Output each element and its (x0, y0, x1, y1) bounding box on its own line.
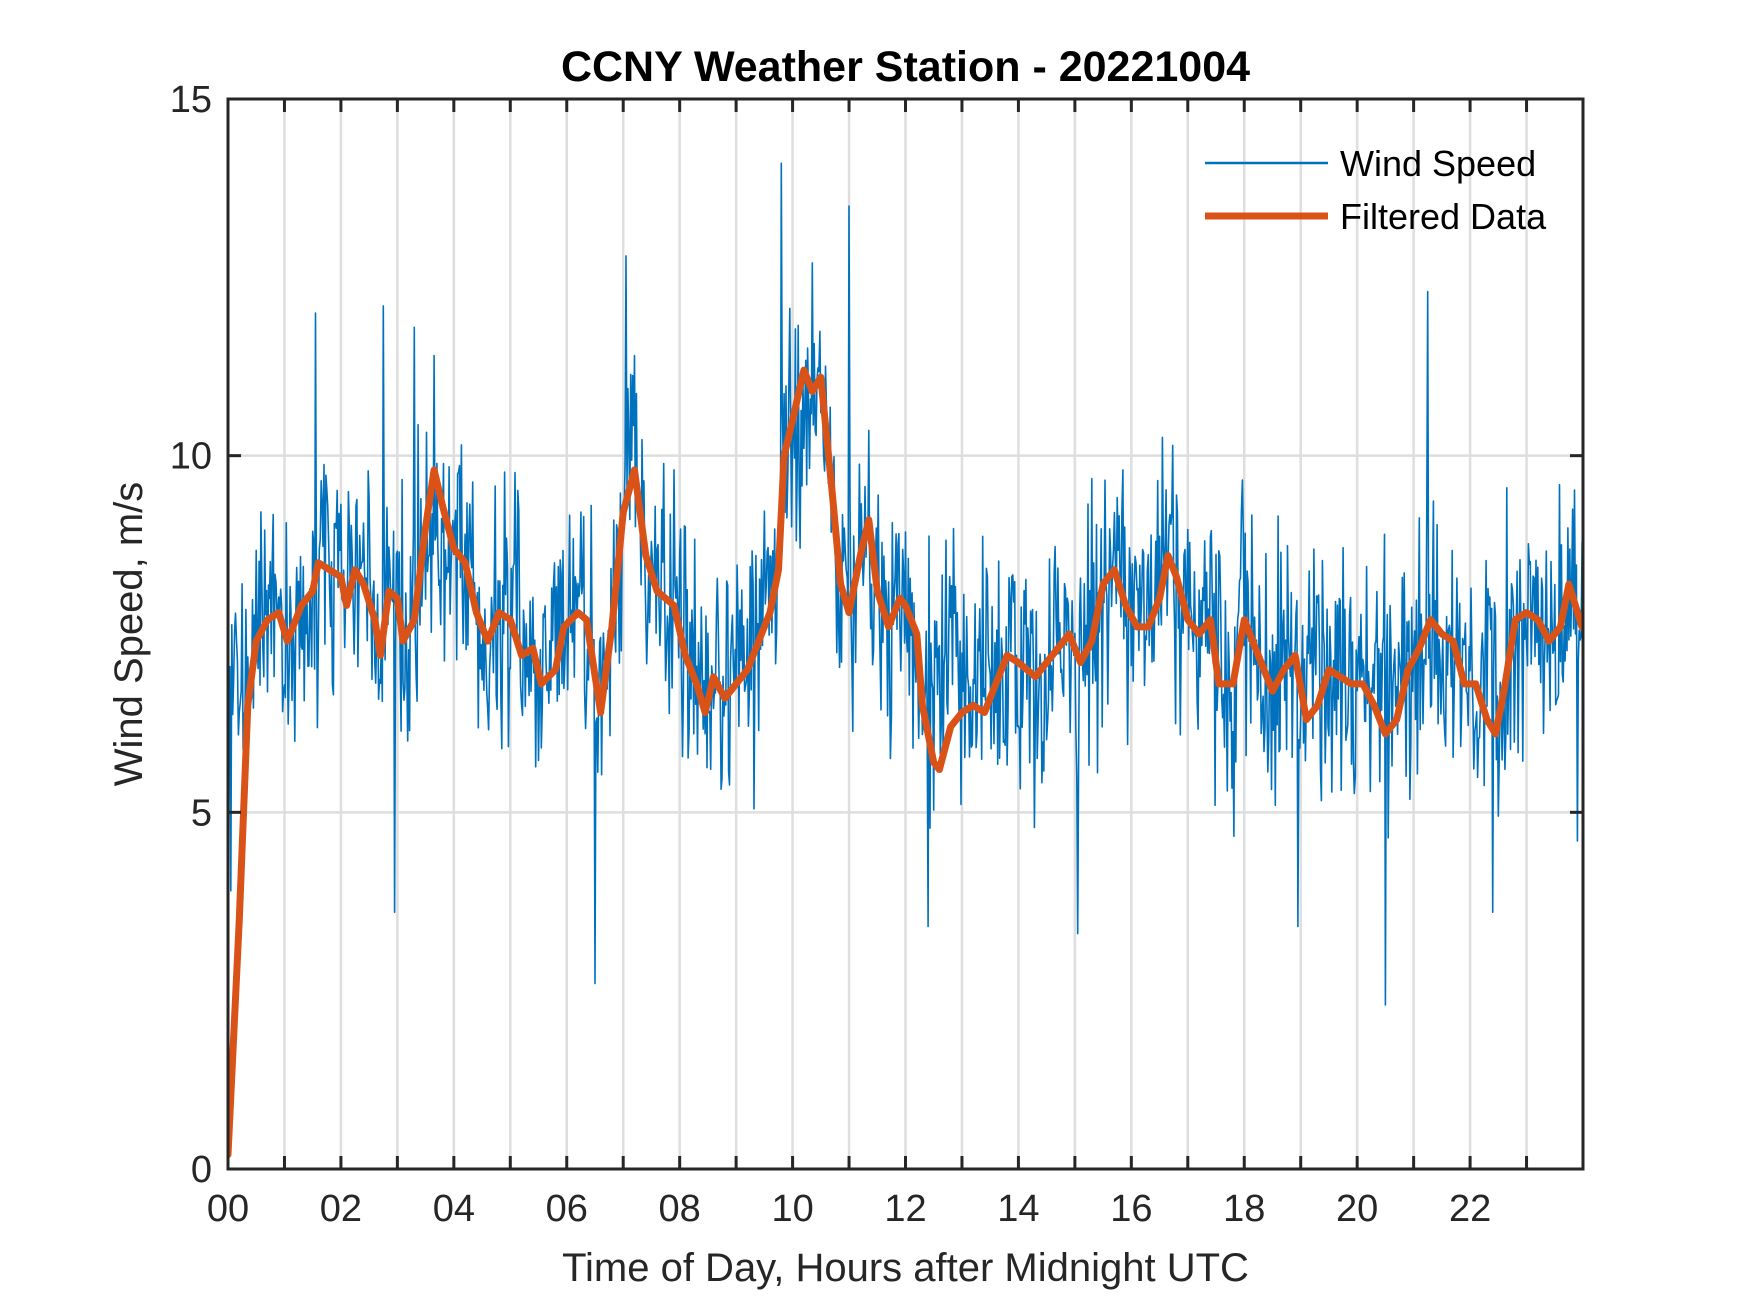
axis-ticks: 00 02 04 06 08 10 12 14 16 18 20 22 0 5 10 15 (170, 79, 1583, 1230)
x-tick-label: 20 (1336, 1188, 1378, 1230)
y-tick-label: 5 (191, 792, 212, 834)
legend-label: Filtered Data (1340, 196, 1547, 237)
x-tick-label: 06 (546, 1188, 588, 1230)
x-tick-label: 18 (1223, 1188, 1265, 1230)
y-tick-label: 15 (170, 79, 212, 121)
x-tick-label: 12 (884, 1188, 926, 1230)
x-tick-label: 08 (659, 1188, 701, 1230)
x-tick-label: 14 (997, 1188, 1039, 1230)
legend-item-wind-speed: Wind Speed (1205, 143, 1536, 184)
legend-label: Wind Speed (1340, 143, 1536, 184)
series-line-filtered-data (228, 366, 1583, 1159)
x-axis-label: Time of Day, Hours after Midnight UTC (562, 1246, 1249, 1290)
x-tick-label: 04 (433, 1188, 475, 1230)
y-axis-label: Wind Speed, m/s (107, 482, 151, 787)
x-tick-label: 00 (207, 1188, 249, 1230)
x-tick-label: 10 (771, 1188, 813, 1230)
chart-title: CCNY Weather Station - 20221004 (561, 43, 1250, 91)
y-tick-label: 10 (170, 436, 212, 478)
legend-item-filtered-data: Filtered Data (1205, 196, 1547, 237)
y-tick-label: 0 (191, 1149, 212, 1191)
legend: Wind Speed Filtered Data (1205, 143, 1547, 237)
x-tick-label: 16 (1110, 1188, 1152, 1230)
x-tick-label: 02 (320, 1188, 362, 1230)
x-tick-label: 22 (1449, 1188, 1491, 1230)
